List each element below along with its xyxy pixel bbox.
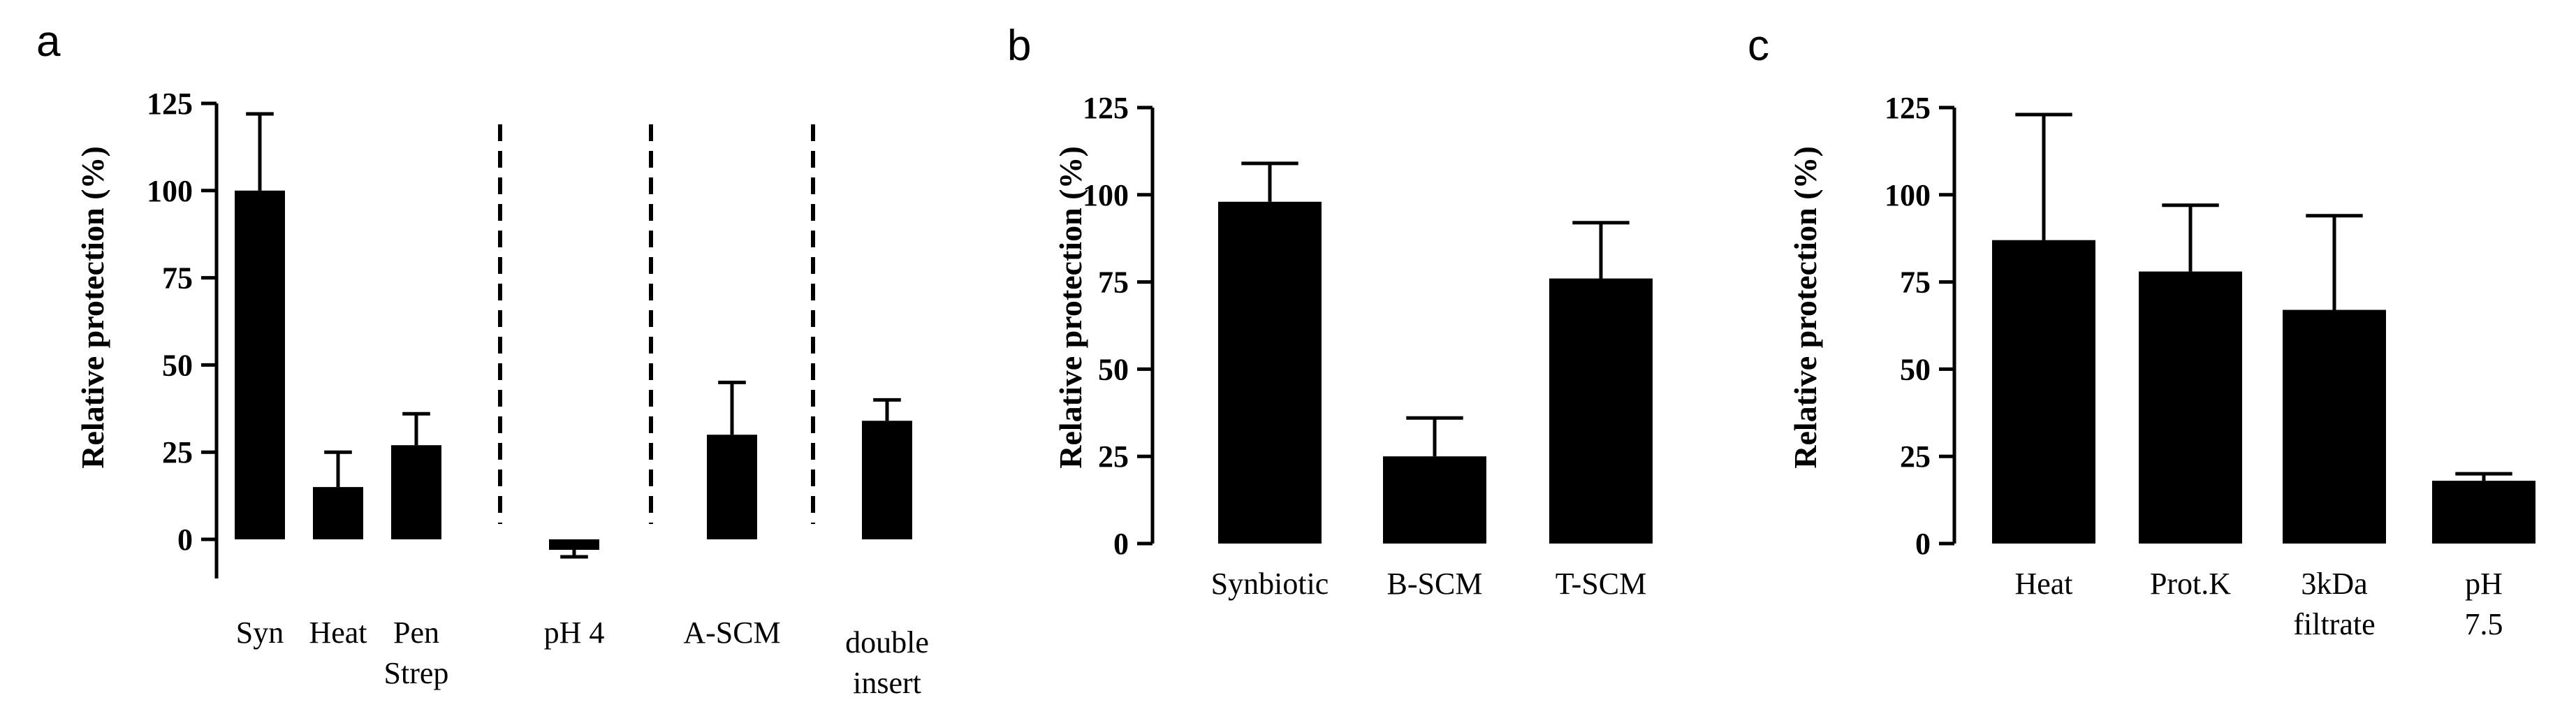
y-tick-label: 125	[147, 87, 193, 121]
panel-c-category-labels: Heat Prot.K 3kDa filtrate pH 7.5	[2014, 567, 2503, 641]
bar	[391, 445, 441, 539]
bar	[707, 435, 757, 539]
category-label: 7.5	[2465, 607, 2503, 641]
bar	[2432, 481, 2535, 544]
category-label: double	[845, 625, 929, 660]
panel-a-error-bars	[246, 112, 901, 559]
panel-c-bars	[1992, 240, 2535, 544]
category-label: Pen	[393, 616, 439, 650]
category-label: A-SCM	[683, 616, 780, 650]
y-tick-label: 25	[162, 435, 193, 469]
category-label: Synbiotic	[1211, 567, 1329, 601]
panel-a-category-labels: Syn Heat Pen Strep pH 4 A-SCM double insert	[236, 616, 929, 700]
panel-b-letter: b	[1007, 22, 1031, 70]
panel-b-y-axis-title: Relative protection (%)	[1053, 146, 1088, 469]
panel-c-y-ticks: 0 25 50 75 100 125	[1885, 91, 1954, 561]
y-tick-label: 0	[1915, 527, 1931, 561]
y-tick-label: 50	[1900, 352, 1931, 386]
y-tick-label: 100	[1885, 178, 1931, 212]
y-tick-label: 50	[162, 348, 193, 382]
y-tick-label: 125	[1083, 91, 1129, 125]
y-tick-label: 0	[1113, 527, 1129, 561]
panel-c-letter: c	[1748, 22, 1769, 70]
y-tick-label: 75	[1098, 265, 1129, 300]
category-label: T-SCM	[1556, 567, 1646, 601]
panel-c-error-bars	[2015, 112, 2512, 481]
category-label: Heat	[2014, 567, 2072, 601]
y-tick-label: 25	[1098, 439, 1129, 474]
panel-a-separators	[498, 124, 815, 524]
y-tick-label: 75	[1900, 265, 1931, 300]
panel-c-y-axis-title: Relative protection (%)	[1787, 146, 1823, 469]
panel-a-y-axis-title: Relative protection (%)	[75, 146, 110, 469]
panel-b-y-ticks: 0 25 50 75 100 125	[1083, 91, 1152, 561]
category-label: pH	[2465, 567, 2503, 601]
category-label: Prot.K	[2150, 567, 2231, 601]
bar	[862, 421, 912, 539]
category-label: Syn	[236, 616, 284, 650]
bar	[1992, 240, 2095, 544]
y-tick-label: 100	[147, 174, 193, 208]
y-tick-label: 75	[162, 261, 193, 296]
category-label: pH 4	[544, 616, 605, 650]
category-label: Strep	[384, 656, 449, 690]
bar	[2283, 309, 2386, 544]
panel-b-category-labels: Synbiotic B-SCM T-SCM	[1211, 567, 1647, 601]
bar	[313, 487, 363, 539]
category-label: filtrate	[2293, 607, 2375, 641]
y-tick-label: 125	[1885, 91, 1931, 125]
bar	[2139, 271, 2242, 544]
bar	[1383, 456, 1486, 544]
bar	[235, 190, 285, 539]
panel-b-error-bars	[1241, 161, 1630, 457]
bar	[1549, 278, 1653, 544]
y-tick-label: 50	[1098, 352, 1129, 386]
panel-a-letter: a	[36, 17, 61, 66]
bar	[549, 539, 599, 550]
panel-a-y-ticks: 0 25 50 75 100 125	[147, 87, 217, 557]
panel-b-bars	[1218, 201, 1653, 544]
bar	[1218, 201, 1322, 544]
y-tick-label: 0	[177, 523, 193, 557]
y-tick-label: 25	[1900, 439, 1931, 474]
y-tick-label: 100	[1083, 178, 1129, 212]
category-label: insert	[853, 666, 921, 700]
category-label: Heat	[309, 616, 367, 650]
category-label: B-SCM	[1387, 567, 1483, 601]
category-label: 3kDa	[2301, 567, 2367, 601]
panel-a-bars	[235, 190, 912, 550]
